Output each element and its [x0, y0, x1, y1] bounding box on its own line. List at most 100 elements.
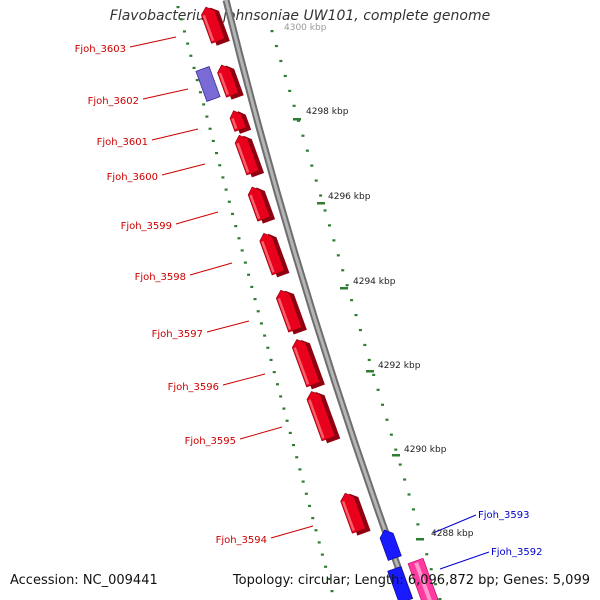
gene-label: Fjoh_3603	[75, 44, 126, 55]
inner-row-tick	[308, 504, 312, 508]
gene-fjoh-3600-body	[234, 134, 260, 176]
gene-fjoh-3594-highlight	[341, 500, 355, 531]
inner-row-tick	[227, 200, 231, 203]
outer-row-tick	[376, 388, 380, 391]
gene-label: Fjoh_3600	[107, 172, 158, 183]
inner-row-tick	[205, 115, 209, 118]
inner-row-tick	[314, 529, 318, 532]
inner-row-tick	[266, 346, 270, 349]
gene-fjoh-3595-body	[306, 391, 336, 442]
kbp-label: 4300 kbp	[284, 23, 327, 33]
kbp-label: 4290 kbp	[404, 445, 447, 455]
gene-fjoh-3598	[259, 232, 290, 278]
inner-row-tick	[247, 273, 251, 276]
gene-blue-lower-body	[387, 566, 413, 600]
kbp-label: 4294 kbp	[353, 277, 396, 287]
outer-row-tick	[270, 30, 274, 33]
outer-row-tick	[297, 119, 301, 122]
leader-line	[270, 525, 314, 539]
kbp-label: 4288 kbp	[431, 529, 474, 539]
outer-row-tick	[389, 433, 393, 436]
inner-row-tick	[195, 79, 199, 82]
kbp-label: 4296 kbp	[328, 192, 371, 202]
outer-row-tick	[416, 523, 420, 526]
inner-row-tick	[282, 407, 286, 410]
topology-text: Topology: circular; Length: 6,096,872 bp…	[232, 573, 590, 588]
leader-line	[206, 320, 250, 333]
outer-row-tick	[332, 239, 336, 242]
major-tick	[392, 454, 400, 457]
gene-fjoh-3597	[275, 289, 307, 335]
gene-label: Fjoh_3598	[135, 272, 186, 283]
leader-line	[142, 88, 189, 100]
gene-fjoh-3599	[247, 186, 276, 224]
gene-fjoh-3596-body	[291, 339, 321, 388]
gene-fjoh-3597-body	[275, 289, 303, 333]
inner-row-tick	[189, 54, 193, 57]
outer-row-tick	[411, 508, 415, 511]
major-tick	[416, 538, 424, 541]
inner-row-tick	[215, 152, 218, 155]
inner-row-tick	[224, 188, 228, 191]
major-tick	[340, 287, 348, 290]
inner-row-tick	[253, 298, 257, 301]
inner-row-tick	[311, 517, 315, 520]
outer-row-tick	[381, 403, 385, 406]
inner-row-tick	[288, 431, 292, 435]
gene-fjoh-3601-highlight	[231, 118, 238, 130]
gene-fjoh-3603	[200, 6, 230, 46]
outer-row-tick	[425, 553, 429, 556]
inner-row-tick	[272, 371, 276, 374]
gene-track	[195, 6, 439, 600]
gene-label: Fjoh_3602	[88, 96, 139, 107]
gene-fjoh-3592-highlight	[414, 562, 432, 600]
outer-row-tick	[372, 373, 376, 376]
gene-label: Fjoh_3593	[478, 510, 529, 521]
gene-fjoh-3602-highlight	[218, 72, 229, 96]
inner-row-tick	[304, 492, 308, 495]
outer-row-tick	[367, 358, 371, 362]
outer-row-tick	[403, 478, 407, 481]
outer-row-tick	[327, 224, 331, 227]
major-tick	[366, 370, 374, 373]
leader-line	[432, 514, 477, 534]
gene-label: Fjoh_3599	[121, 221, 172, 232]
inner-row-tick	[211, 139, 215, 143]
outer-row-tick	[363, 343, 367, 347]
inner-row-tick	[240, 249, 244, 252]
inner-row-tick	[231, 212, 235, 216]
inner-row-tick	[285, 419, 289, 422]
gene-fjoh-3595	[306, 391, 341, 444]
inner-row-tick	[327, 577, 331, 581]
outer-row-tick	[305, 149, 309, 152]
leader-line	[439, 551, 490, 570]
outer-row-tick	[301, 134, 305, 137]
inner-row-tick	[243, 261, 247, 264]
outer-row-tick	[407, 493, 411, 496]
inner-row-tick	[320, 553, 324, 556]
tick-ring	[176, 6, 442, 600]
inner-row-tick	[198, 91, 202, 94]
gene-fjoh-3596	[291, 339, 325, 390]
gene-fjoh-3601	[229, 110, 252, 134]
gene-fjoh-3597-highlight	[277, 298, 292, 330]
gene-fjoh-3603-body	[200, 6, 226, 44]
gene-fjoh-3602	[217, 64, 244, 100]
gene-label: Fjoh_3596	[168, 382, 219, 393]
inner-row-tick	[298, 468, 302, 471]
gene-purple	[195, 66, 221, 102]
inner-row-tick	[250, 285, 254, 289]
leader-line	[239, 426, 283, 440]
gene-fjoh-3603-highlight	[202, 14, 215, 42]
gene-label: Fjoh_3592	[491, 547, 542, 558]
outer-row-tick	[323, 209, 327, 212]
inner-row-tick	[275, 383, 279, 386]
outer-row-tick	[358, 328, 362, 332]
outer-row-tick	[292, 104, 296, 107]
kbp-label: 4292 kbp	[378, 361, 421, 371]
inner-row-tick	[269, 358, 273, 362]
gene-label: Fjoh_3594	[216, 535, 267, 546]
gene-fjoh-3599-highlight	[249, 194, 261, 219]
major-tick	[317, 202, 325, 205]
